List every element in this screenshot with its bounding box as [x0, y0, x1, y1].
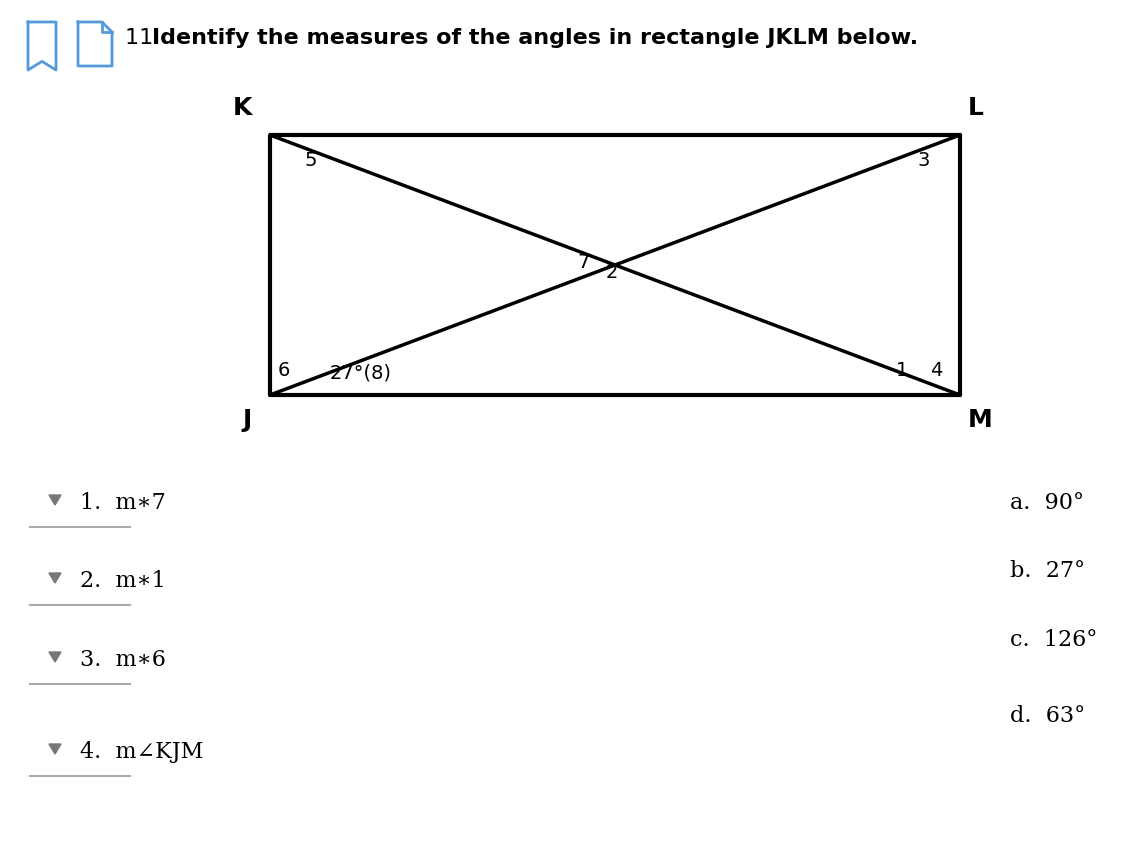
Text: a.  90°: a. 90°: [1010, 492, 1084, 514]
Text: 2: 2: [606, 262, 618, 281]
Text: 7: 7: [578, 253, 590, 272]
Text: 2.  m∗1: 2. m∗1: [80, 570, 166, 592]
Text: L: L: [968, 96, 984, 120]
Text: 4.  m∠KJM: 4. m∠KJM: [80, 741, 204, 763]
Text: 5: 5: [305, 151, 318, 170]
Text: J: J: [243, 408, 252, 432]
Text: 27°(8): 27°(8): [330, 364, 392, 383]
Text: 11.: 11.: [125, 28, 168, 48]
Text: 3.  m∗6: 3. m∗6: [80, 649, 166, 671]
Text: 4: 4: [930, 360, 942, 379]
Polygon shape: [50, 652, 61, 662]
Text: K: K: [233, 96, 252, 120]
Text: M: M: [968, 408, 993, 432]
Text: 1.  m∗7: 1. m∗7: [80, 492, 166, 514]
Text: 3: 3: [918, 151, 930, 170]
Text: 1: 1: [895, 360, 908, 379]
Text: 6: 6: [278, 360, 291, 379]
Text: c.  126°: c. 126°: [1010, 629, 1098, 651]
Polygon shape: [50, 573, 61, 583]
Polygon shape: [50, 495, 61, 505]
Text: Identify the measures of the angles in rectangle JKLM below.: Identify the measures of the angles in r…: [152, 28, 918, 48]
Text: d.  63°: d. 63°: [1010, 705, 1085, 727]
Polygon shape: [50, 744, 61, 754]
Text: b.  27°: b. 27°: [1010, 560, 1085, 582]
